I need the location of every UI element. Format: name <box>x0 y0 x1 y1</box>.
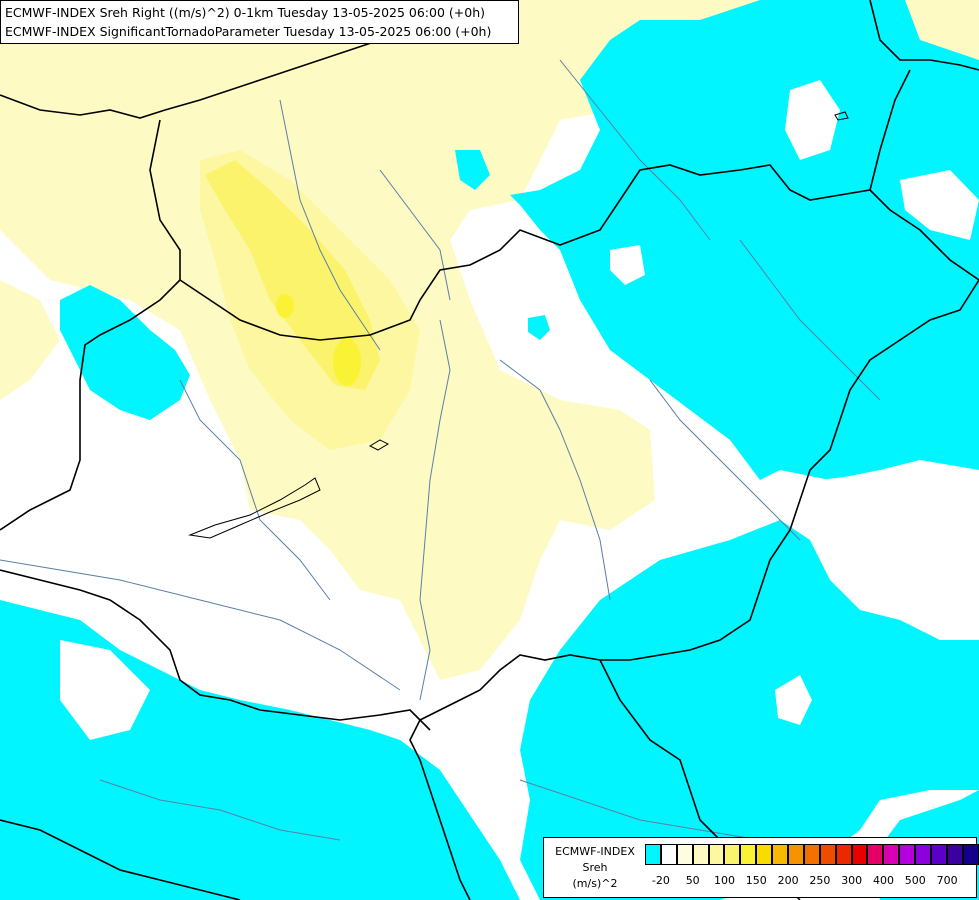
legend-swatch <box>931 844 947 865</box>
legend-swatch <box>740 844 757 865</box>
lake-small-1 <box>368 439 390 451</box>
legend-tick-label: 200 <box>777 874 799 887</box>
legend-tick-label: 250 <box>809 874 831 887</box>
legend-title-source: ECMWF-INDEX <box>555 845 635 858</box>
legend-swatch <box>915 844 932 865</box>
legend-swatch <box>835 844 852 865</box>
title-line-2: ECMWF-INDEX SignificantTornadoParameter … <box>5 24 492 39</box>
legend-swatch <box>708 844 725 865</box>
legend-swatch <box>676 844 693 865</box>
white-patch-2 <box>610 245 645 285</box>
legend-tick-label: -20 <box>651 874 670 887</box>
cyan-region-center-patch <box>528 315 550 340</box>
bright-yellow-spot-2 <box>276 294 294 318</box>
white-patch-4 <box>775 675 812 725</box>
legend-swatch <box>788 844 804 865</box>
legend-swatch <box>724 844 741 865</box>
legend-swatch <box>851 844 868 865</box>
cyan-region-north-patch <box>455 150 490 190</box>
legend-tick-label: 500 <box>904 874 926 887</box>
legend-swatch <box>803 844 820 865</box>
legend-tick-label: 400 <box>873 874 894 887</box>
legend-swatch <box>962 844 979 865</box>
lake-balaton <box>188 477 321 539</box>
legend-tick-label: 700 <box>936 874 958 887</box>
pale-yellow-region-west <box>0 280 60 400</box>
cyan-region-east <box>510 0 979 480</box>
title-line-1: ECMWF-INDEX Sreh Right ((m/s)^2) 0-1km T… <box>5 5 485 20</box>
legend-swatch <box>756 844 773 865</box>
lake-small-2 <box>834 111 849 121</box>
legend-title-variable: Sreh <box>582 861 608 874</box>
rivers <box>0 59 881 841</box>
legend-tick-labels: -20 50 100 150 200 250 300 400 500 700 <box>645 874 975 890</box>
white-patch-5 <box>900 170 979 240</box>
legend-tick-label: 100 <box>714 874 735 887</box>
bright-yellow-spot-1 <box>333 338 361 386</box>
legend-swatch <box>660 844 677 865</box>
legend-swatch <box>899 844 916 865</box>
legend-swatch <box>819 844 836 865</box>
legend-swatch <box>867 844 884 865</box>
legend-swatch-row <box>645 844 979 865</box>
white-patch-6 <box>820 470 979 620</box>
legend-swatch <box>772 844 789 865</box>
color-legend: ECMWF-INDEX Sreh (m/s)^2 -20 50 100 150 200 2… <box>543 837 979 898</box>
legend-tick-label: 150 <box>745 874 767 887</box>
yellow-core <box>205 160 380 390</box>
legend-swatch <box>946 844 963 865</box>
title-box: ECMWF-INDEX Sreh Right ((m/s)^2) 0-1km T… <box>0 0 519 44</box>
cyan-region-west <box>60 285 190 420</box>
legend-swatch <box>883 844 900 865</box>
legend-swatch <box>692 844 709 865</box>
legend-tick-label: 50 <box>685 874 700 887</box>
legend-swatch <box>645 844 661 865</box>
white-patch-1 <box>785 80 840 160</box>
legend-tick-label: 300 <box>841 874 863 887</box>
white-patch-7 <box>60 640 150 740</box>
cyan-region-southeast <box>520 520 979 900</box>
legend-title-unit: (m/s)^2 <box>572 877 618 890</box>
